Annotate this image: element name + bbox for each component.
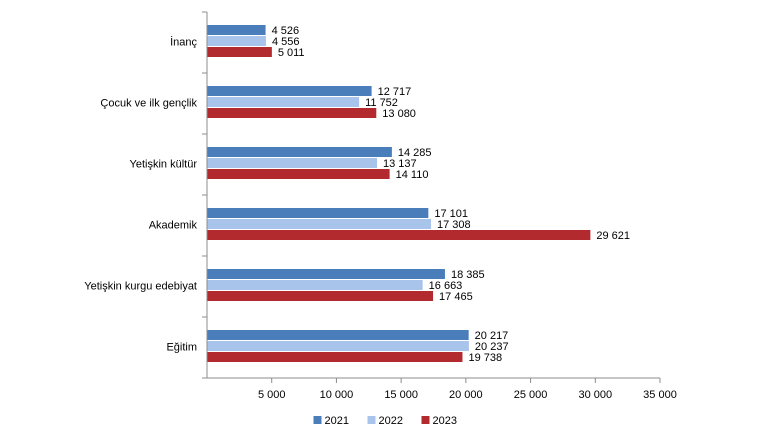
bar-yetiskin-kultur-2021 xyxy=(207,147,392,157)
category-label-cocuk-ve-ilk-genclik: Çocuk ve ilk gençlik xyxy=(100,98,197,110)
bar-i-nanc-2023 xyxy=(207,47,272,57)
data-label-akademik-2021: 17 101 xyxy=(434,208,468,220)
bar-i-nanc-2022 xyxy=(207,36,266,46)
data-label-akademik-2022: 17 308 xyxy=(437,219,471,231)
x-tick-label: 30 000 xyxy=(578,389,612,401)
bar-cocuk-ve-ilk-genclik-2021 xyxy=(207,86,372,96)
data-label-yetiskin-kurgu-edebiyat-2021: 18 385 xyxy=(451,269,485,281)
legend-swatch-2023 xyxy=(421,416,430,424)
legend: 2021 2022 2023 xyxy=(313,415,457,427)
data-label-i-nanc-2022: 4 556 xyxy=(272,36,300,48)
legend-label-2021: 2021 xyxy=(325,415,349,427)
data-label-yetiskin-kultur-2021: 14 285 xyxy=(398,147,432,159)
x-tick-label: 15 000 xyxy=(384,389,418,401)
data-label-cocuk-ve-ilk-genclik-2023: 13 080 xyxy=(382,108,416,120)
category-label-i-nanc: İnanç xyxy=(170,36,197,49)
data-label-egitim-2022: 20 237 xyxy=(475,341,509,353)
bar-egitim-2022 xyxy=(207,341,469,351)
x-tick-label: 5 000 xyxy=(258,389,286,401)
bar-cocuk-ve-ilk-genclik-2023 xyxy=(207,108,377,118)
bar-akademik-2023 xyxy=(207,230,591,240)
legend-swatch-2022 xyxy=(367,416,376,424)
x-tick-label: 20 000 xyxy=(449,389,483,401)
data-label-cocuk-ve-ilk-genclik-2022: 11 752 xyxy=(365,97,398,109)
data-label-i-nanc-2023: 5 011 xyxy=(278,47,305,59)
legend-label-2023: 2023 xyxy=(433,415,457,427)
bar-akademik-2022 xyxy=(207,219,432,229)
bar-i-nanc-2021 xyxy=(207,25,266,35)
bar-egitim-2023 xyxy=(207,352,463,362)
bar-yetiskin-kultur-2022 xyxy=(207,158,378,168)
category-label-egitim: Eğitim xyxy=(166,342,197,354)
data-label-yetiskin-kurgu-edebiyat-2023: 17 465 xyxy=(439,291,473,303)
x-tick-label: 35 000 xyxy=(643,389,677,401)
data-label-yetiskin-kultur-2023: 14 110 xyxy=(396,169,429,181)
data-label-egitim-2021: 20 217 xyxy=(475,330,509,342)
bar-yetiskin-kurgu-edebiyat-2022 xyxy=(207,280,423,290)
bar-yetiskin-kultur-2023 xyxy=(207,169,390,179)
x-tick-label: 10 000 xyxy=(320,389,354,401)
category-label-yetiskin-kurgu-edebiyat: Yetişkin kurgu edebiyat xyxy=(84,281,197,293)
data-label-yetiskin-kurgu-edebiyat-2022: 16 663 xyxy=(429,280,463,292)
bar-akademik-2021 xyxy=(207,208,429,218)
bar-yetiskin-kurgu-edebiyat-2021 xyxy=(207,269,445,279)
data-label-yetiskin-kultur-2022: 13 137 xyxy=(383,158,417,170)
data-label-akademik-2023: 29 621 xyxy=(596,230,630,242)
data-label-i-nanc-2021: 4 526 xyxy=(272,25,300,37)
legend-label-2022: 2022 xyxy=(379,415,403,427)
bar-yetiskin-kurgu-edebiyat-2023 xyxy=(207,291,434,301)
bar-cocuk-ve-ilk-genclik-2022 xyxy=(207,97,360,107)
category-label-akademik: Akademik xyxy=(149,220,198,232)
bar-egitim-2021 xyxy=(207,330,469,340)
category-label-yetiskin-kultur: Yetişkin kültür xyxy=(130,159,198,171)
data-label-egitim-2023: 19 738 xyxy=(468,352,502,364)
x-tick-label: 25 000 xyxy=(514,389,548,401)
legend-swatch-2021 xyxy=(313,416,322,424)
data-label-cocuk-ve-ilk-genclik-2021: 12 717 xyxy=(378,86,412,98)
